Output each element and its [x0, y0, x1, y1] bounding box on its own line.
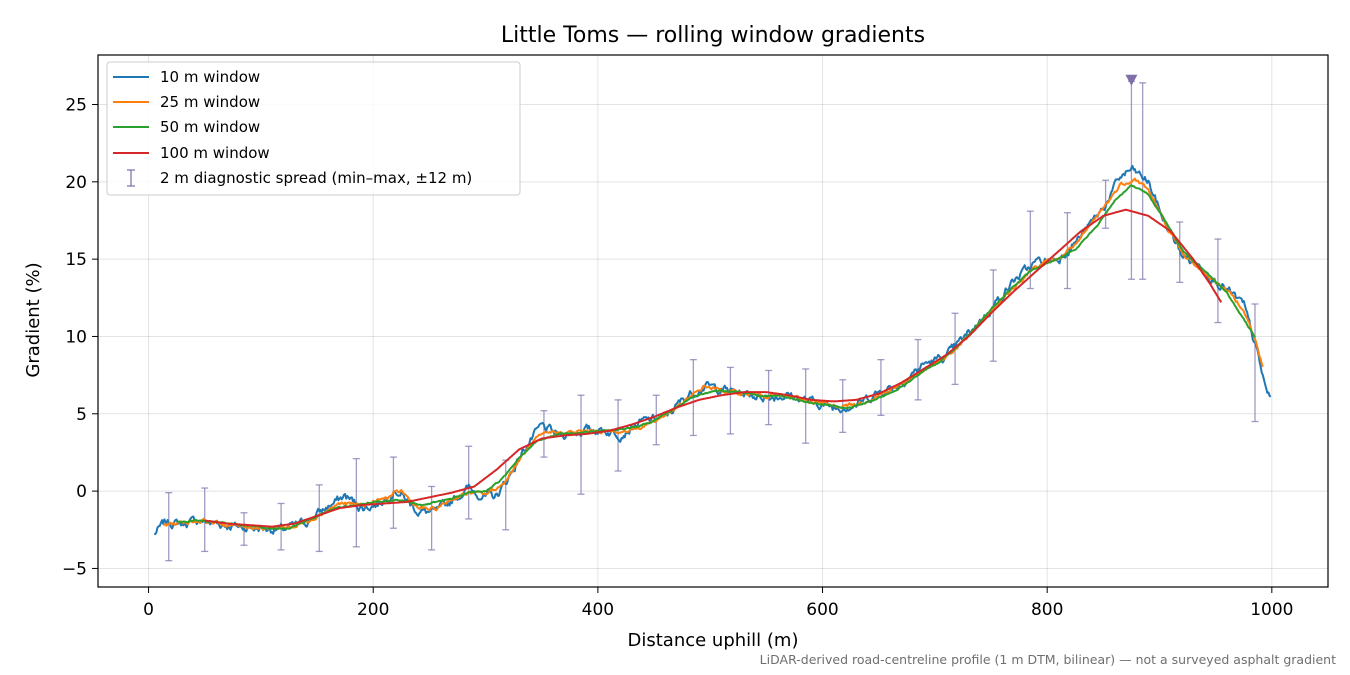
error-bar	[1251, 303, 1259, 423]
y-axis-label: Gradient (%)	[23, 262, 44, 377]
peak-marker	[1125, 74, 1138, 86]
y-tick-label: 5	[76, 405, 87, 425]
error-bar	[726, 366, 734, 435]
error-bar	[165, 492, 173, 562]
axis-ticks: 0 200 400 600 800 1000 −5 0 5 10 15 20 25	[62, 95, 1294, 620]
error-bar	[577, 394, 585, 495]
y-tick-label: 25	[65, 95, 87, 115]
legend-label: 25 m window	[160, 93, 260, 111]
legend-label: 50 m window	[160, 118, 260, 136]
x-tick-label: 200	[357, 600, 389, 620]
x-tick-label: 600	[806, 600, 838, 620]
y-tick-label: 15	[65, 250, 87, 270]
legend-label: 100 m window	[160, 144, 270, 162]
peak-marker-group	[1125, 74, 1138, 86]
error-bar	[352, 457, 360, 548]
error-bar	[1139, 82, 1147, 280]
series-line-2	[162, 177, 1264, 531]
legend-label: 2 m diagnostic spread (min–max, ±12 m)	[160, 169, 472, 187]
x-tick-label: 0	[143, 600, 154, 620]
chart-title: Little Toms — rolling window gradients	[501, 23, 925, 48]
y-tick-label: 20	[65, 173, 87, 193]
legend-items: 10 m window 25 m window 50 m window 100 m w…	[113, 68, 472, 187]
x-tick-label: 400	[582, 600, 614, 620]
error-bar	[802, 368, 810, 444]
y-tick-label: −5	[62, 559, 87, 579]
y-tick-label: 0	[76, 482, 87, 502]
x-tick-label: 1000	[1250, 600, 1293, 620]
x-tick-label: 800	[1031, 600, 1063, 620]
error-bar	[877, 359, 885, 416]
error-bar	[1214, 238, 1222, 324]
series-line-4	[204, 208, 1223, 528]
legend: 10 m window 25 m window 50 m window 100 m w…	[106, 61, 521, 196]
legend-box	[106, 61, 521, 196]
y-tick-label: 10	[65, 327, 87, 347]
footnote: LiDAR-derived road-centreline profile (1…	[759, 652, 1336, 667]
legend-label: 10 m window	[160, 68, 260, 86]
error-bar	[989, 269, 997, 362]
series-lines	[153, 164, 1272, 536]
x-axis-label: Distance uphill (m)	[628, 630, 799, 651]
plot-frame	[97, 54, 1329, 588]
error-bar	[614, 399, 622, 472]
error-bar	[465, 445, 473, 520]
grid-lines	[98, 55, 1328, 587]
error-bar	[315, 484, 323, 553]
